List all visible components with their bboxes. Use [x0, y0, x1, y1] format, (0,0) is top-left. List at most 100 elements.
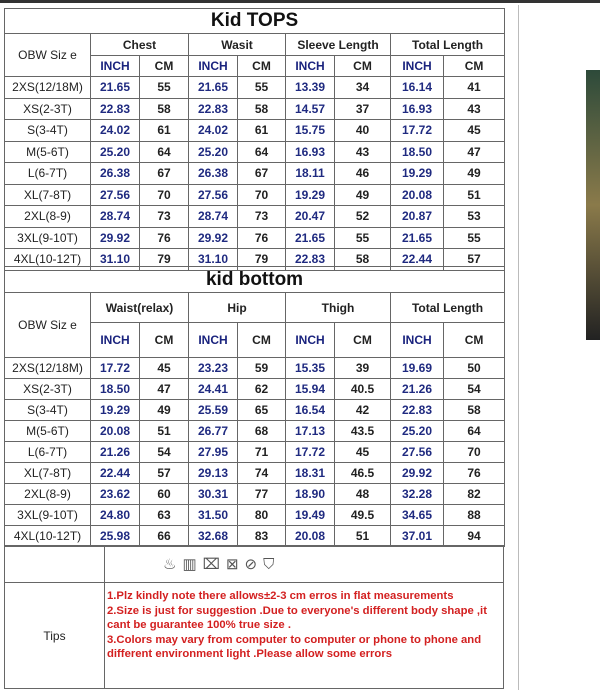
inch-cell: 37.01 [390, 525, 444, 547]
inch-cell: 26.38 [90, 162, 140, 185]
hang-dry-icon: ⛉ [263, 556, 281, 573]
inch-cell: 20.08 [285, 525, 335, 547]
inch-cell: 23.23 [188, 357, 238, 379]
inch-cell: 19.29 [285, 183, 335, 206]
unit-cm: CM [442, 55, 506, 77]
cm-cell: 45 [334, 441, 391, 463]
no-wring-icon: ⌧ [202, 556, 226, 573]
cm-cell: 45 [139, 357, 189, 379]
cm-cell: 53 [442, 205, 506, 228]
tips-label: Tips [4, 582, 105, 689]
inch-cell: 34.65 [390, 504, 444, 526]
cm-cell: 45 [442, 119, 506, 142]
inch-cell: 21.26 [90, 441, 140, 463]
inch-cell: 19.69 [390, 357, 444, 379]
table-row: XL(7-8T) 22.44 57 29.13 74 18.31 46.5 29.92 76 [4, 462, 506, 484]
unit-inch: INCH [90, 55, 140, 77]
size-cell: 2XL(8-9) [4, 205, 91, 228]
inch-cell: 23.62 [90, 483, 140, 505]
cm-cell: 54 [442, 378, 506, 400]
cm-cell: 49 [442, 162, 506, 185]
table-row: 2XS(12/18M) 17.72 45 23.23 59 15.35 39 19.69 50 [4, 357, 506, 379]
cm-cell: 61 [237, 119, 286, 142]
inch-cell: 22.83 [90, 97, 140, 120]
cm-cell: 62 [237, 378, 286, 400]
cm-cell: 49 [139, 399, 189, 421]
unit-cm: CM [139, 322, 189, 358]
cm-cell: 58 [237, 97, 286, 120]
inch-cell: 15.94 [285, 378, 335, 400]
inch-cell: 25.98 [90, 525, 140, 547]
table-row: 3XL(9-10T) 29.92 76 29.92 76 21.65 55 21.65 55 [4, 226, 506, 249]
inch-cell: 26.77 [188, 420, 238, 442]
size-cell: L(6-7T) [4, 441, 91, 463]
unit-cm: CM [139, 55, 189, 77]
inch-cell: 25.20 [188, 140, 238, 163]
header-hip: Hip [188, 292, 286, 323]
cm-cell: 57 [139, 462, 189, 484]
inch-cell: 25.20 [390, 420, 444, 442]
table-row: XS(2-3T) 18.50 47 24.41 62 15.94 40.5 21.26 54 [4, 378, 506, 400]
inch-cell: 22.83 [188, 97, 238, 120]
cm-cell: 55 [139, 76, 189, 99]
table-row: S(3-4T) 19.29 49 25.59 65 16.54 42 22.83 58 [4, 399, 506, 421]
inch-cell: 13.39 [285, 76, 335, 99]
table-row: L(6-7T) 21.26 54 27.95 71 17.72 45 27.56 70 [4, 441, 506, 463]
cm-cell: 46.5 [334, 462, 391, 484]
cm-cell: 67 [139, 162, 189, 185]
inch-cell: 25.20 [90, 140, 140, 163]
cm-cell: 71 [237, 441, 286, 463]
tip-2: 2.Size is just for suggestion .Due to ev… [107, 604, 487, 632]
cm-cell: 55 [237, 76, 286, 99]
care-and-tips: ♨▥⌧⊠⊘⛉ Tips 1.Plz kindly note there allo… [4, 545, 504, 689]
header-total-length: Total Length [389, 33, 506, 56]
inch-cell: 25.59 [188, 399, 238, 421]
cm-cell: 76 [139, 226, 189, 249]
size-header: OBW Siz e [4, 292, 91, 358]
header-sleeve-length: Sleeve Length [285, 33, 391, 56]
unit-inch: INCH [285, 322, 335, 358]
table-row: M(5-6T) 20.08 51 26.77 68 17.13 43.5 25.20 64 [4, 420, 506, 442]
cm-cell: 68 [237, 420, 286, 442]
table-row: 4XL(10-12T) 25.98 66 32.68 83 20.08 51 37.01 94 [4, 525, 506, 547]
inch-cell: 24.02 [90, 119, 140, 142]
unit-cm: CM [237, 55, 286, 77]
cm-cell: 88 [442, 504, 506, 526]
header-chest: Chest [90, 33, 189, 56]
inch-cell: 16.93 [390, 97, 444, 120]
size-cell: 4XL(10-12T) [4, 248, 91, 271]
inch-cell: 16.93 [285, 140, 335, 163]
inch-cell: 19.29 [390, 162, 444, 185]
table-row: 2XL(8-9) 23.62 60 30.31 77 18.90 48 32.28 82 [4, 483, 506, 505]
cm-cell: 54 [139, 441, 189, 463]
table-row: XL(7-8T) 27.56 70 27.56 70 19.29 49 20.08 51 [4, 183, 506, 206]
inch-cell: 15.75 [285, 119, 335, 142]
unit-inch: INCH [90, 322, 140, 358]
header-thigh: Thigh [285, 292, 391, 323]
inch-cell: 32.68 [188, 525, 238, 547]
cm-cell: 57 [442, 248, 506, 271]
table-row: 2XL(8-9) 28.74 73 28.74 73 20.47 52 20.87 53 [4, 205, 506, 228]
inch-cell: 22.83 [390, 399, 444, 421]
cm-cell: 66 [139, 525, 189, 547]
table-row: 3XL(9-10T) 24.80 63 31.50 80 19.49 49.5 34.65 88 [4, 504, 506, 526]
inch-cell: 28.74 [90, 205, 140, 228]
cm-cell: 37 [334, 97, 391, 120]
cm-cell: 65 [237, 399, 286, 421]
care-icons: ♨▥⌧⊠⊘⛉ [104, 545, 504, 583]
table-row: 4XL(10-12T) 31.10 79 31.10 79 22.83 58 22.44 57 [4, 248, 506, 271]
inch-cell: 29.92 [188, 226, 238, 249]
inch-cell: 17.72 [90, 357, 140, 379]
inch-cell: 17.72 [390, 119, 444, 142]
cm-cell: 51 [334, 525, 391, 547]
cm-cell: 43 [442, 97, 506, 120]
inch-cell: 20.47 [285, 205, 335, 228]
cm-cell: 40 [334, 119, 391, 142]
inch-cell: 31.50 [188, 504, 238, 526]
inch-cell: 20.08 [390, 183, 444, 206]
inch-cell: 18.11 [285, 162, 335, 185]
inch-cell: 29.92 [390, 462, 444, 484]
inch-cell: 27.56 [390, 441, 444, 463]
cm-cell: 64 [442, 420, 506, 442]
unit-cm: CM [334, 322, 391, 358]
